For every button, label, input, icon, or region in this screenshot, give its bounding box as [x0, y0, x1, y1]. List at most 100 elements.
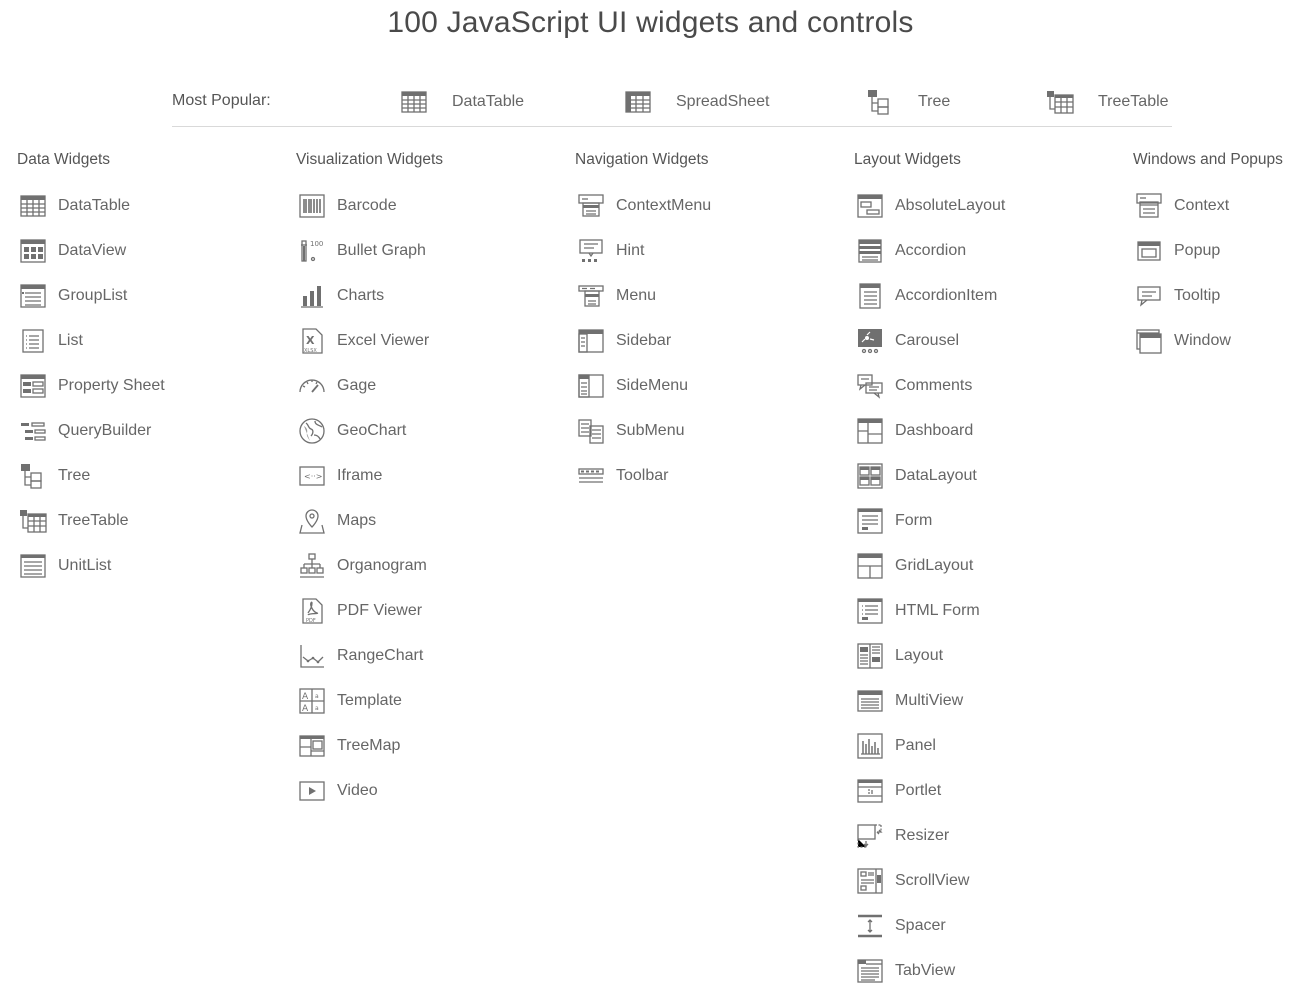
popular-item-label: SpreadSheet	[676, 93, 770, 110]
widget-item-rangechart[interactable]: RangeChart	[296, 633, 443, 678]
widget-item-context[interactable]: Context	[1133, 183, 1283, 228]
widget-item-tabview[interactable]: TabView	[854, 948, 1005, 993]
popular-item-treetable[interactable]: TreeTable	[1046, 88, 1169, 116]
popular-item-datatable[interactable]: DataTable	[400, 88, 524, 116]
widget-item-barcode[interactable]: Barcode	[296, 183, 443, 228]
widget-item-label: ScrollView	[895, 871, 970, 889]
widget-item-comments[interactable]: Comments	[854, 363, 1005, 408]
widget-item-geochart[interactable]: GeoChart	[296, 408, 443, 453]
widget-item-label: Tree	[58, 466, 91, 484]
iframe-icon: <··>	[297, 461, 327, 491]
widget-item-label: Popup	[1174, 241, 1221, 259]
excel-viewer-icon: X XLSX	[297, 326, 327, 356]
widget-item-bullet-graph[interactable]: 100 Bullet Graph	[296, 228, 443, 273]
widget-item-treetable[interactable]: TreeTable	[17, 498, 165, 543]
widget-item-html-form[interactable]: HTML Form	[854, 588, 1005, 633]
popular-item-tree[interactable]: Tree	[866, 88, 950, 116]
maps-icon	[297, 506, 327, 536]
widget-item-label: TreeTable	[58, 511, 129, 529]
svg-text:A: A	[302, 692, 309, 702]
widget-item-charts[interactable]: Charts	[296, 273, 443, 318]
widget-item-toolbar[interactable]: Toolbar	[575, 453, 711, 498]
column-navigation-widgets: Navigation Widgets ContextMenu Hint Menu Si…	[575, 150, 711, 498]
column-title: Layout Widgets	[854, 151, 961, 168]
widget-item-label: Accordion	[895, 241, 967, 259]
widget-item-pdf-viewer[interactable]: PDF PDF Viewer	[296, 588, 443, 633]
widget-item-portlet[interactable]: Portlet	[854, 768, 1005, 813]
datatable-icon	[400, 88, 440, 116]
widget-item-label: AccordionItem	[895, 286, 998, 304]
gage-icon	[297, 371, 327, 401]
widget-item-absolutelayout[interactable]: AbsoluteLayout	[854, 183, 1005, 228]
widget-item-panel[interactable]: Panel	[854, 723, 1005, 768]
widget-item-dataview[interactable]: DataView	[17, 228, 165, 273]
widget-item-tooltip[interactable]: Tooltip	[1133, 273, 1283, 318]
widget-item-unitlist[interactable]: UnitList	[17, 543, 165, 588]
tree-icon	[18, 461, 48, 491]
widget-item-treemap[interactable]: TreeMap	[296, 723, 443, 768]
widget-item-label: DataView	[58, 241, 127, 259]
widget-item-hint[interactable]: Hint	[575, 228, 711, 273]
widget-item-layout[interactable]: Layout	[854, 633, 1005, 678]
column-layout-widgets: Layout Widgets AbsoluteLayout Accordion Ac…	[854, 150, 1005, 993]
svg-text:PDF: PDF	[306, 618, 316, 624]
widget-item-multiview[interactable]: MultiView	[854, 678, 1005, 723]
window-icon	[1134, 326, 1164, 356]
widget-item-tree[interactable]: Tree	[17, 453, 165, 498]
widget-item-label: SubMenu	[616, 421, 685, 439]
widget-item-label: Charts	[337, 286, 385, 304]
widget-item-label: Portlet	[895, 781, 942, 799]
resizer-icon	[855, 821, 885, 851]
widget-item-label: Toolbar	[616, 466, 669, 484]
form-icon	[855, 506, 885, 536]
svg-text:a: a	[315, 693, 319, 700]
svg-text:a: a	[315, 705, 319, 712]
comments-icon	[855, 371, 885, 401]
widget-item-label: Property Sheet	[58, 376, 165, 394]
widget-item-querybuilder[interactable]: QueryBuilder	[17, 408, 165, 453]
widget-item-excel-viewer[interactable]: X XLSX Excel Viewer	[296, 318, 443, 363]
widget-item-gridlayout[interactable]: GridLayout	[854, 543, 1005, 588]
context-icon	[1134, 191, 1164, 221]
widget-item-list[interactable]: List	[17, 318, 165, 363]
svg-text:XLSX: XLSX	[304, 348, 317, 354]
widget-item-property-sheet[interactable]: Property Sheet	[17, 363, 165, 408]
popular-item-spreadsheet[interactable]: SpreadSheet	[624, 88, 769, 116]
widget-item-resizer[interactable]: Resizer	[854, 813, 1005, 858]
widget-item-label: Spacer	[895, 916, 946, 934]
widget-item-datalayout[interactable]: DataLayout	[854, 453, 1005, 498]
widget-item-scrollview[interactable]: ScrollView	[854, 858, 1005, 903]
widget-item-label: Layout	[895, 646, 944, 664]
panel-icon	[855, 731, 885, 761]
widget-item-grouplist[interactable]: GroupList	[17, 273, 165, 318]
widget-item-label: Window	[1174, 331, 1231, 349]
widget-item-video[interactable]: Video	[296, 768, 443, 813]
widget-item-submenu[interactable]: SubMenu	[575, 408, 711, 453]
widget-item-sidemenu[interactable]: SideMenu	[575, 363, 711, 408]
tooltip-icon	[1134, 281, 1164, 311]
widget-item-label: Iframe	[337, 466, 383, 484]
widget-item-organogram[interactable]: Organogram	[296, 543, 443, 588]
widget-item-form[interactable]: Form	[854, 498, 1005, 543]
widget-item-window[interactable]: Window	[1133, 318, 1283, 363]
widget-item-menu[interactable]: Menu	[575, 273, 711, 318]
widget-item-accordionitem[interactable]: AccordionItem	[854, 273, 1005, 318]
layout-icon	[855, 641, 885, 671]
widget-item-iframe[interactable]: <··> Iframe	[296, 453, 443, 498]
spacer-icon	[855, 911, 885, 941]
widget-item-popup[interactable]: Popup	[1133, 228, 1283, 273]
datatable-icon	[18, 191, 48, 221]
widget-item-maps[interactable]: Maps	[296, 498, 443, 543]
widget-item-accordion[interactable]: Accordion	[854, 228, 1005, 273]
widget-item-gage[interactable]: Gage	[296, 363, 443, 408]
widget-item-dashboard[interactable]: Dashboard	[854, 408, 1005, 453]
toolbar-icon	[576, 461, 606, 491]
widget-item-spacer[interactable]: Spacer	[854, 903, 1005, 948]
widget-item-contextmenu[interactable]: ContextMenu	[575, 183, 711, 228]
widget-item-datatable[interactable]: DataTable	[17, 183, 165, 228]
widget-item-sidebar[interactable]: Sidebar	[575, 318, 711, 363]
widget-item-carousel[interactable]: Carousel	[854, 318, 1005, 363]
popular-item-label: Tree	[918, 93, 951, 110]
